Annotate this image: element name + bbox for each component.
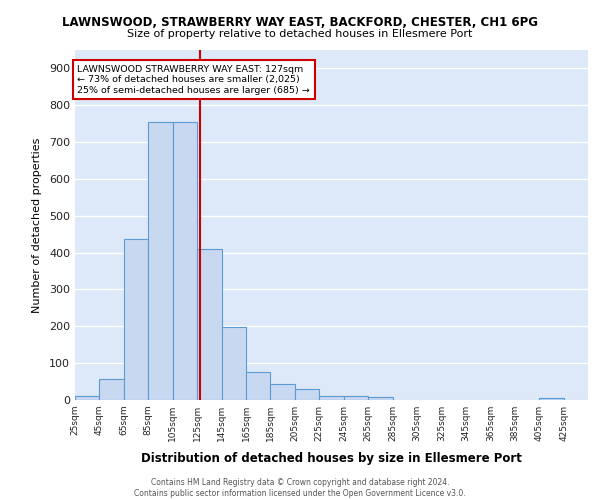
Bar [368,397,392,400]
Bar [75,396,100,400]
Bar [100,378,124,400]
Bar [295,390,319,400]
Bar [221,328,246,400]
Bar [173,122,197,400]
Bar [539,398,563,400]
Text: Contains HM Land Registry data © Crown copyright and database right 2024.
Contai: Contains HM Land Registry data © Crown c… [134,478,466,498]
Bar [148,122,173,400]
Text: LAWNSWOOD STRAWBERRY WAY EAST: 127sqm
← 73% of detached houses are smaller (2,02: LAWNSWOOD STRAWBERRY WAY EAST: 127sqm ← … [77,64,310,94]
Text: Size of property relative to detached houses in Ellesmere Port: Size of property relative to detached ho… [127,29,473,39]
Bar [344,396,368,400]
X-axis label: Distribution of detached houses by size in Ellesmere Port: Distribution of detached houses by size … [141,452,522,466]
Y-axis label: Number of detached properties: Number of detached properties [32,138,42,312]
Bar [271,384,295,400]
Bar [197,249,221,400]
Bar [246,372,271,400]
Text: LAWNSWOOD, STRAWBERRY WAY EAST, BACKFORD, CHESTER, CH1 6PG: LAWNSWOOD, STRAWBERRY WAY EAST, BACKFORD… [62,16,538,29]
Bar [124,238,148,400]
Bar [319,396,344,400]
